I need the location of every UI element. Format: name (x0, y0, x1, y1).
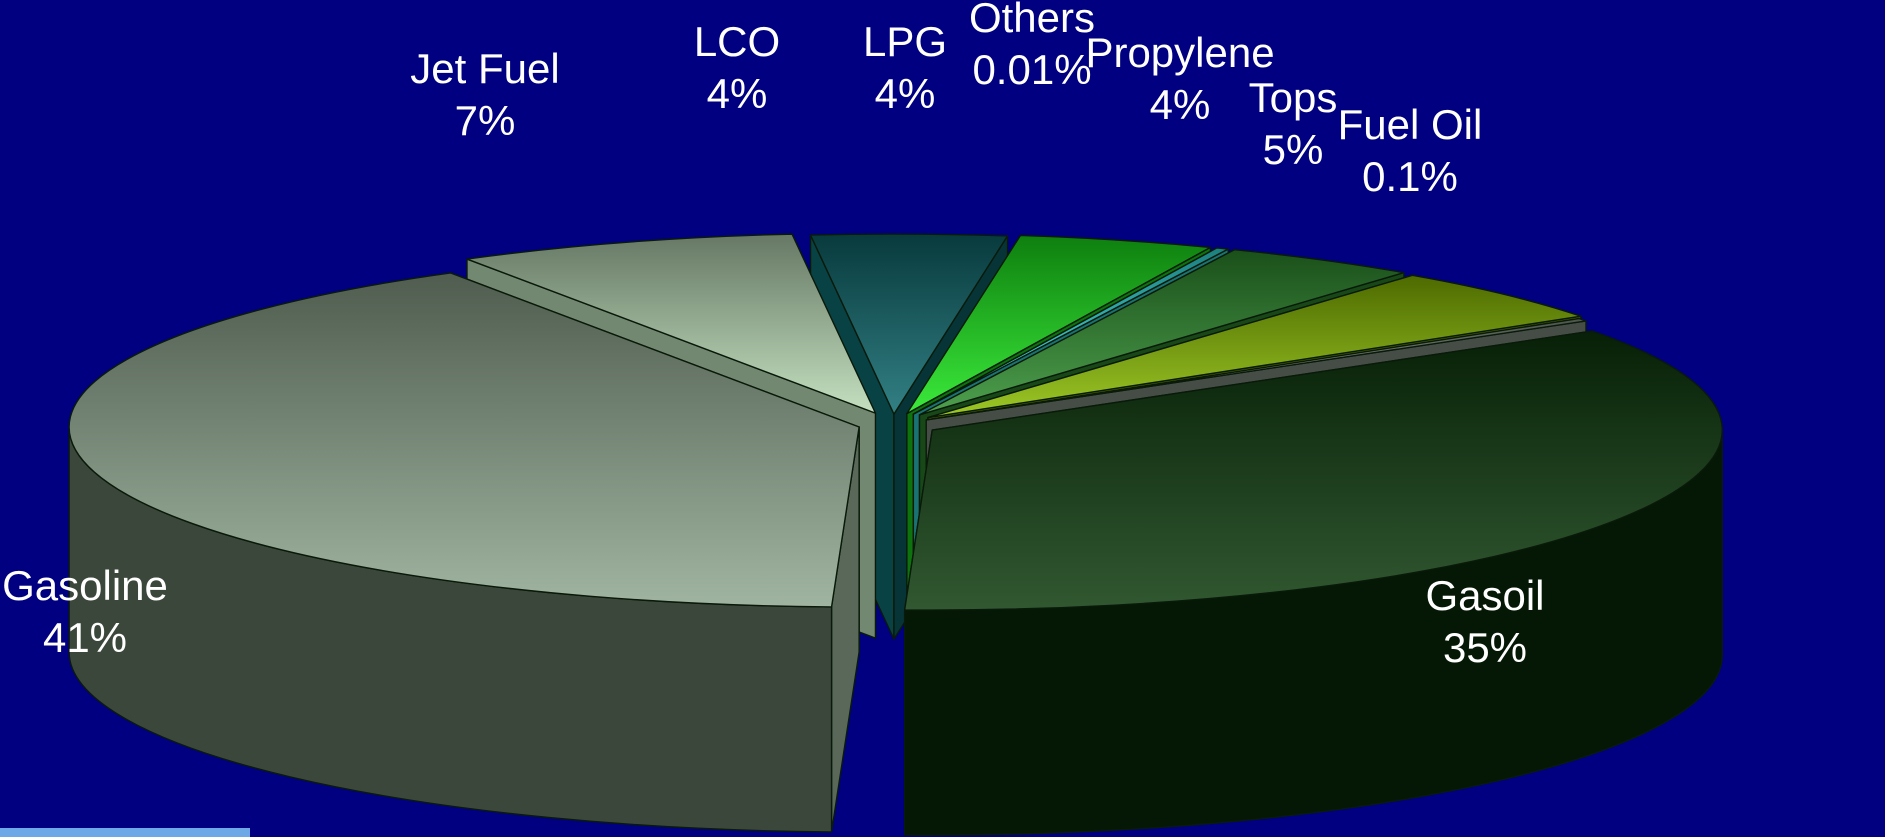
slice-label-tops: Tops 5% (1249, 74, 1338, 173)
slice-jet-fuel (466, 233, 877, 414)
slice-value: 0.01% (972, 46, 1091, 93)
slice-value: 4% (1150, 81, 1211, 128)
corner-accent-bar (0, 828, 250, 837)
slice-name: Tops (1249, 74, 1338, 121)
slice-value: 35% (1443, 624, 1527, 671)
slice-name: LCO (694, 18, 780, 65)
slice-name: Others (969, 0, 1095, 41)
slice-label-others: Others 0.01% (969, 0, 1095, 93)
slice-value: 4% (707, 70, 768, 117)
slice-tops (927, 274, 1582, 419)
slice-fuel-oil (925, 317, 1587, 421)
slice-label-jet-fuel: Jet Fuel 7% (410, 45, 559, 144)
slice-label-gasoline: Gasoline 41% (2, 562, 168, 661)
slice-name: Gasoline (2, 562, 168, 609)
slice-label-propylene: Propylene 4% (1085, 29, 1274, 128)
slice-name: Propylene (1085, 29, 1274, 76)
slice-value: 4% (875, 70, 936, 117)
slice-label-lpg: LPG 4% (863, 18, 947, 117)
slice-name: LPG (863, 18, 947, 65)
slice-name: Fuel Oil (1338, 101, 1483, 148)
slice-label-lco: LCO 4% (694, 18, 780, 117)
slice-others (912, 247, 1229, 415)
slice-gasoil (903, 330, 1723, 611)
slice-propylene (918, 249, 1405, 416)
slice-tops (68, 233, 1723, 611)
slice-lco (809, 233, 1009, 415)
slice-value: 41% (43, 614, 127, 661)
slice-gasoline (68, 272, 860, 608)
slice-label-fuel-oil: Fuel Oil 0.1% (1338, 101, 1483, 200)
slice-label-gasoil: Gasoil 35% (1425, 572, 1544, 671)
slice-value: 0.1% (1362, 153, 1458, 200)
slice-name: Jet Fuel (410, 45, 559, 92)
slice-name: Gasoil (1425, 572, 1544, 619)
slice-lpg (906, 234, 1212, 415)
slice-labels: Gasoline 41% Jet Fuel 7% LCO 4% LPG 4% Others 0.0… (2, 0, 1544, 671)
slice-value: 5% (1263, 126, 1324, 173)
slice-value: 7% (455, 97, 516, 144)
